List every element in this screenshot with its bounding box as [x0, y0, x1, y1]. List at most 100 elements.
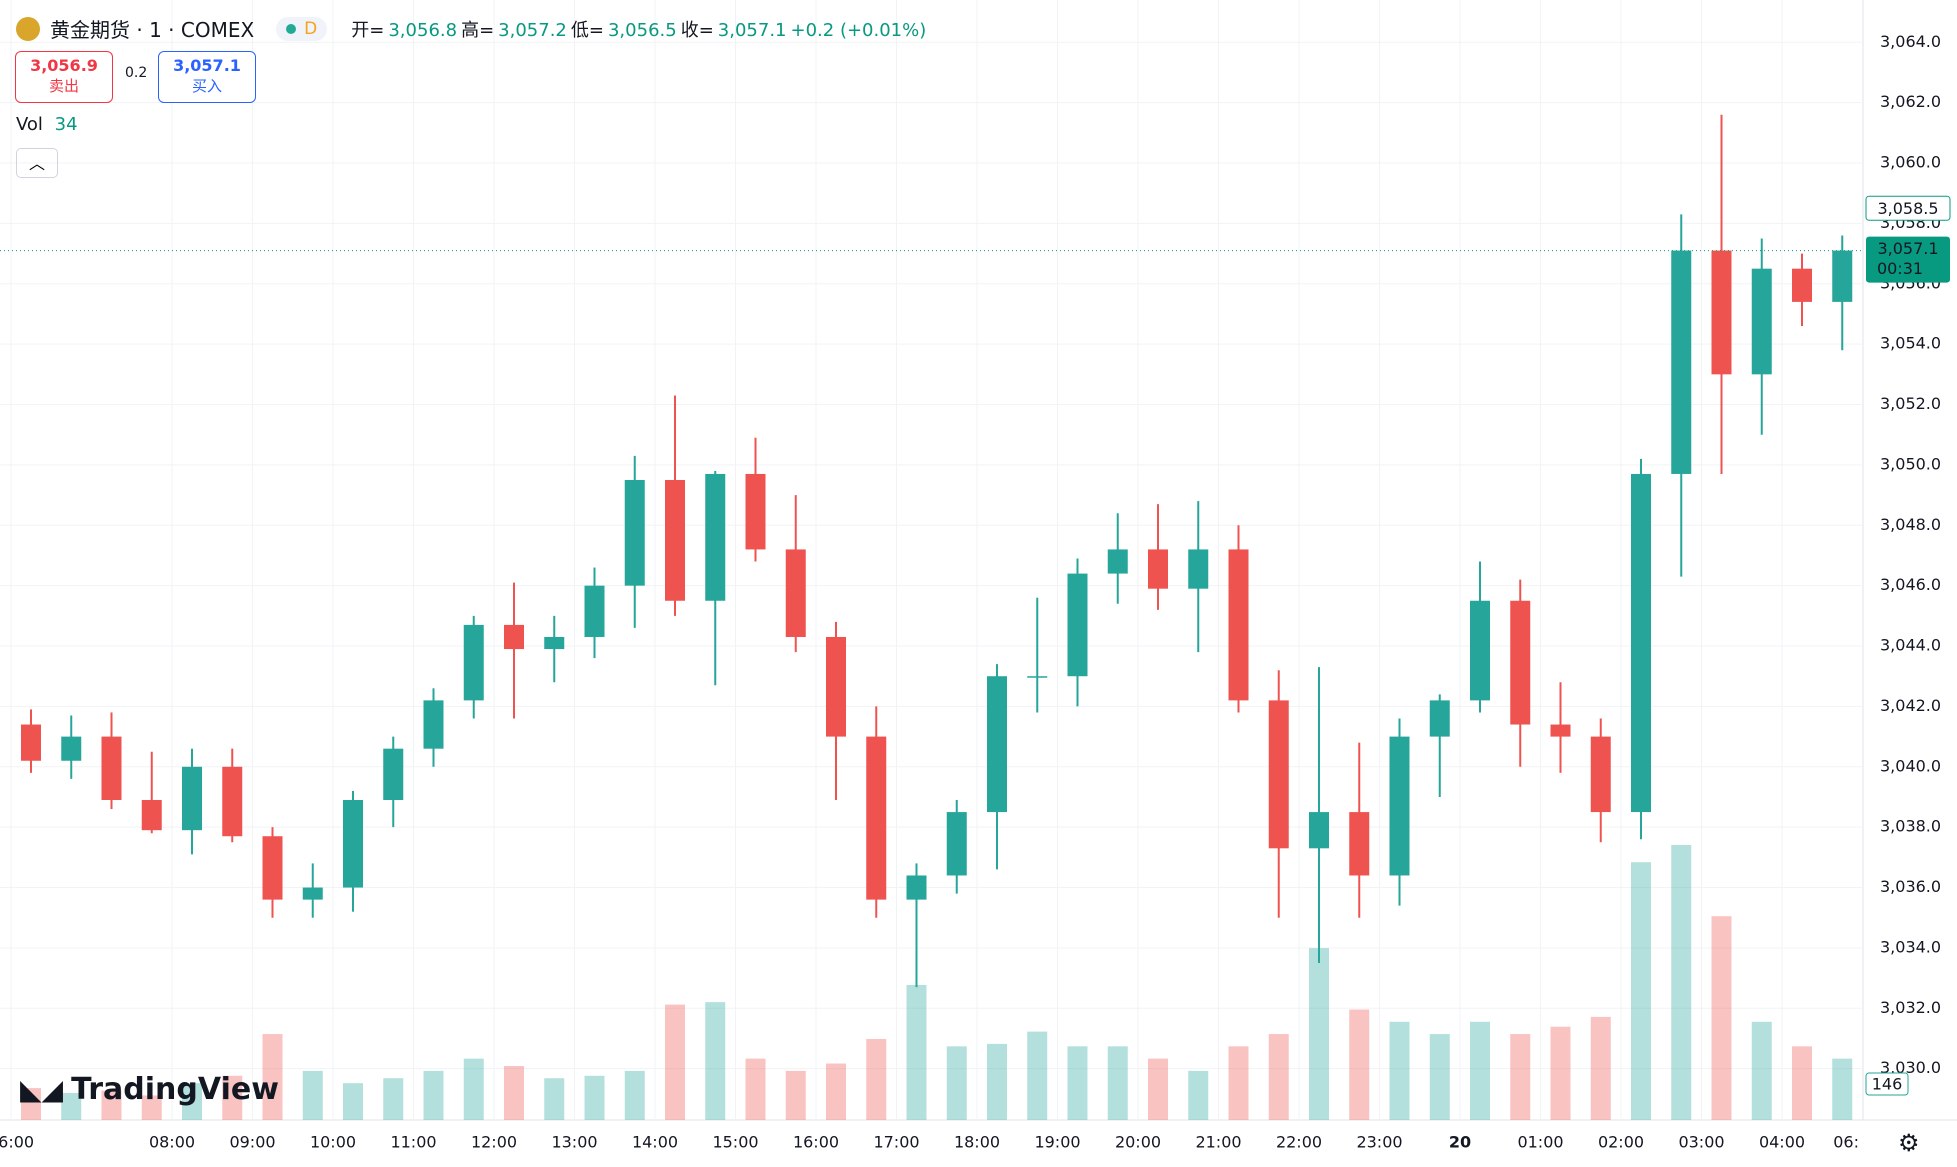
symbol[interactable]: 黄金期货 · 1 · COMEX — [50, 18, 255, 42]
candle-body — [1268, 700, 1289, 849]
y-tick-label: 3,048.0 — [1880, 515, 1941, 534]
spread: 0.2 — [125, 65, 148, 81]
status[interactable]: D — [276, 16, 328, 41]
candle-body — [423, 700, 444, 749]
x-tick-label: 10:00 — [310, 1133, 356, 1152]
volume-bar — [1027, 1031, 1048, 1120]
volume-bar — [101, 1090, 122, 1120]
volume-bar — [1188, 1070, 1209, 1120]
y-tick-label: 3,062.0 — [1880, 92, 1941, 111]
candle-body — [262, 836, 283, 900]
x-tick-label: 04:00 — [1759, 1133, 1805, 1152]
candle-body — [1671, 250, 1692, 474]
x-tick-label: 02:00 — [1598, 1133, 1644, 1152]
x-tick-label: 17:00 — [873, 1133, 919, 1152]
volume-bar — [906, 984, 927, 1120]
y-tick-label: 3,050.0 — [1880, 454, 1941, 473]
volume-bar — [785, 1070, 806, 1120]
x-tick-label: 22:00 — [1276, 1133, 1322, 1152]
candle-body — [1792, 268, 1812, 302]
volume-badge — [1865, 1072, 1909, 1096]
volume-bar — [61, 1092, 82, 1120]
candle-body — [544, 636, 565, 650]
candle-body — [1711, 250, 1732, 375]
collapse-button[interactable]: ︿ — [16, 148, 58, 178]
candle-body — [946, 812, 967, 876]
candle-body — [1470, 600, 1490, 701]
candle-body — [1349, 812, 1370, 876]
volume-bar — [946, 1046, 967, 1120]
x-tick-label: 12:00 — [471, 1133, 517, 1152]
ohlc-key: 高= — [461, 19, 495, 41]
candle-body — [182, 766, 202, 831]
candle-body — [1309, 812, 1329, 849]
ohlc: 开= 3,056.8 高= 3,057.2 低= 3,056.5 收= 3,057.1 +0.2… — [351, 16, 930, 42]
price-badge — [1865, 195, 1951, 221]
logo[interactable]: ◣◢ TradingView — [20, 1072, 279, 1107]
candle-body — [1590, 736, 1611, 813]
candle-body — [624, 480, 645, 586]
candle-body — [463, 624, 484, 701]
volume-bar — [383, 1078, 404, 1120]
volume-bar — [1470, 1021, 1490, 1120]
candle-body — [504, 624, 524, 650]
candle-body — [1832, 250, 1853, 302]
candle-body — [1188, 549, 1209, 589]
y-tick-label: 3,046.0 — [1880, 575, 1941, 594]
volume-bar — [1671, 845, 1692, 1120]
ohlc-key: 低= — [570, 19, 604, 41]
candle-body — [987, 676, 1007, 813]
y-tick-label: 3,044.0 — [1880, 636, 1941, 655]
volume-bar — [1510, 1034, 1531, 1120]
volume-bar — [1148, 1058, 1168, 1120]
y-tick-label: 3,032.0 — [1880, 998, 1941, 1017]
countdown: 00:31 — [1877, 259, 1923, 278]
price-badge-label: 3,058.5 — [1877, 199, 1938, 218]
volume-bar — [1792, 1046, 1812, 1120]
plot-background — [0, 0, 1863, 1120]
header: 黄金期货 · 1 · COMEX D 开= 3,056.8 高= 3,057.2 低= 3… — [16, 14, 930, 43]
logo-text: TradingView — [71, 1072, 279, 1107]
volume-bar — [1832, 1058, 1853, 1120]
candle-body — [1510, 600, 1531, 725]
x-tick-label: 19:00 — [1034, 1133, 1080, 1152]
volume-label: Vol — [16, 114, 43, 135]
volume-legend: Vol 34 — [16, 114, 78, 135]
volume-bar — [1429, 1034, 1450, 1120]
volume-bar — [1309, 948, 1329, 1120]
candle-body — [866, 736, 887, 900]
last-price-badge — [1866, 236, 1950, 283]
volume-bar — [182, 1083, 202, 1120]
volume-bar — [1751, 1021, 1772, 1120]
volume-bar — [705, 1002, 726, 1120]
volume-bar — [302, 1070, 323, 1120]
plot — [0, 0, 1863, 1120]
volume-bar — [544, 1078, 565, 1120]
candle-body — [1027, 676, 1048, 678]
sell-button[interactable]: 3,056.9 卖出 — [15, 51, 113, 103]
sell-label: 卖出 — [48, 77, 79, 95]
y-tick-label: 3,034.0 — [1880, 937, 1941, 956]
volume-bar — [1590, 1016, 1611, 1120]
volume-value: 34 — [54, 114, 78, 135]
volume-badge-label: 146 — [1872, 1075, 1903, 1094]
candle-body — [705, 473, 726, 601]
x-tick-label: 16:00 — [793, 1133, 839, 1152]
time-axis: 06:00 08:00 09:00 10:00 11:00 12:00 13:00 14:00… — [0, 1133, 1805, 1152]
volume-bar — [987, 1043, 1007, 1120]
candle-body — [1389, 736, 1410, 876]
candle-body — [1550, 724, 1571, 737]
candle-body — [222, 766, 243, 837]
candle-body — [1429, 700, 1450, 737]
volume-bar — [1228, 1046, 1249, 1120]
y-tick-label: 3,038.0 — [1880, 817, 1941, 836]
x-tick-label: 21:00 — [1195, 1133, 1241, 1152]
x-tick-label: 20 — [1449, 1133, 1471, 1152]
settings-icon[interactable]: ⚙ — [1898, 1129, 1920, 1157]
x-tick-label: 08:00 — [149, 1133, 195, 1152]
buy-button[interactable]: 3,057.1 买入 — [158, 51, 256, 103]
sell-price: 3,056.9 — [30, 56, 98, 75]
x-tick-label: 11:00 — [390, 1133, 436, 1152]
